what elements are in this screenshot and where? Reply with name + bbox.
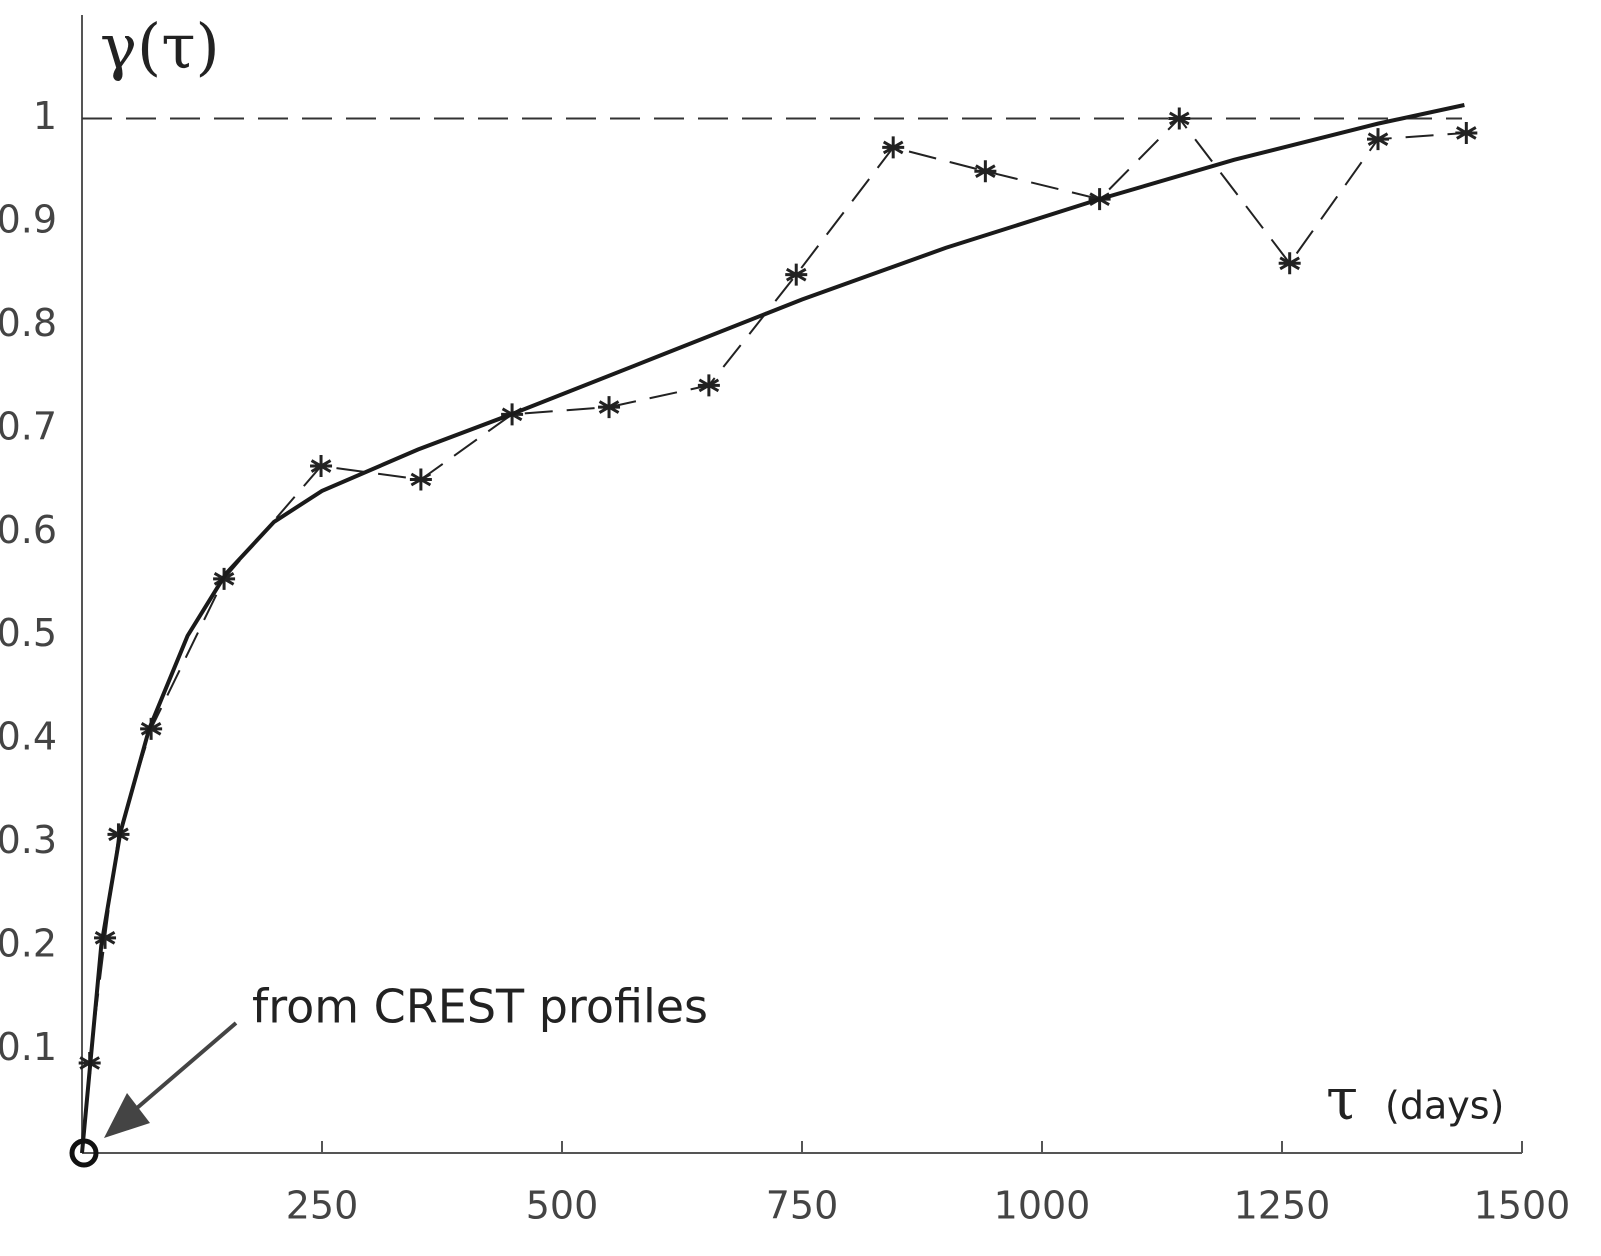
asterisk-marker xyxy=(1278,252,1301,275)
y-axis-title: γ(τ) xyxy=(100,10,220,83)
y-tick-label: 0.2 xyxy=(0,922,57,966)
asterisk-marker xyxy=(974,160,997,183)
y-tick-label: 0.4 xyxy=(0,715,57,759)
y-tick-label: 0.8 xyxy=(0,301,57,345)
y-tick-label: 0.7 xyxy=(0,404,57,448)
x-tick-label: 1000 xyxy=(994,1184,1091,1228)
x-tick-label: 1500 xyxy=(1474,1184,1571,1228)
fit-curve xyxy=(80,103,1465,1154)
y-tick-label: 0.6 xyxy=(0,508,57,552)
annotation: from CREST profiles xyxy=(252,980,708,1034)
x-tick-label: 1250 xyxy=(1234,1184,1331,1228)
origin-marker xyxy=(69,1138,99,1168)
asterisk-marker xyxy=(785,263,808,286)
asterisk-marker xyxy=(94,926,117,949)
y-tick-label: 0.5 xyxy=(0,611,57,655)
asterisk-marker xyxy=(882,136,905,159)
asterisk-marker xyxy=(409,468,432,491)
y-tick-label: 0.3 xyxy=(0,818,57,862)
asterisk-marker xyxy=(598,396,621,419)
asterisk-marker xyxy=(697,374,720,397)
asterisk-marker xyxy=(1367,128,1389,151)
y-tick-label: 0.1 xyxy=(0,1025,57,1069)
x-axis-title: τ xyxy=(1326,1065,1358,1133)
y-tick-label: 0.9 xyxy=(0,197,57,241)
y-tick-label: 1 xyxy=(33,94,57,138)
asterisk-marker xyxy=(310,455,333,478)
arrow-shaft xyxy=(135,1021,238,1110)
x-tick-label: 500 xyxy=(526,1184,599,1228)
x-tick-label: 250 xyxy=(286,1184,359,1228)
asterisk-marker xyxy=(1455,121,1478,144)
x-tick-label: 750 xyxy=(766,1184,839,1228)
x-axis-unit: (days) xyxy=(1385,1084,1504,1128)
arrow-head xyxy=(104,1093,150,1138)
asterisk-marker xyxy=(1168,107,1191,130)
data-line xyxy=(88,116,1467,1064)
